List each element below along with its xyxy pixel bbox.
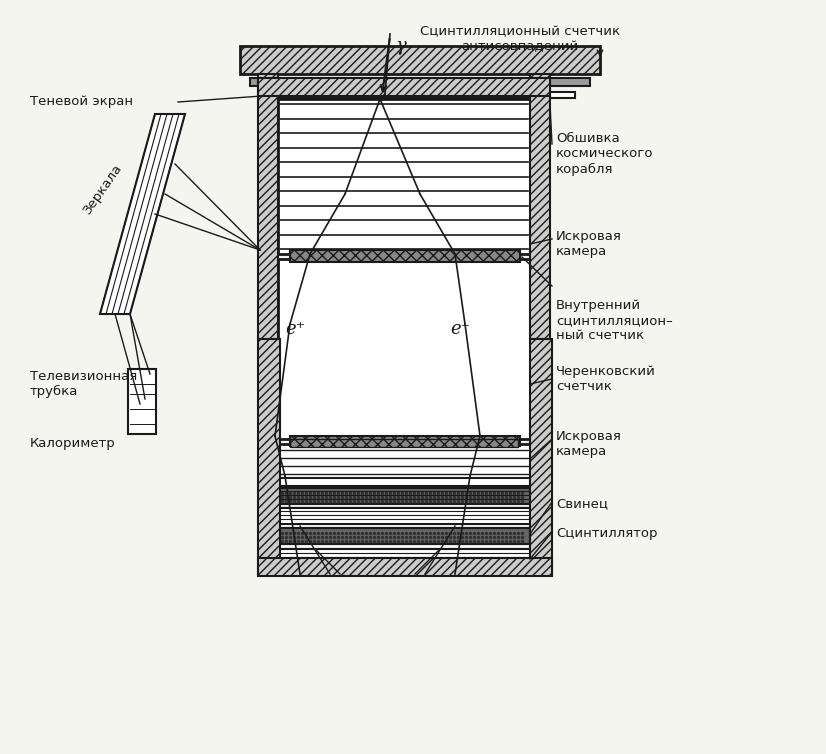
Text: Черенковский
счетчик: Черенковский счетчик bbox=[556, 365, 656, 393]
Bar bbox=[240, 46, 600, 74]
Bar bbox=[278, 444, 530, 479]
Bar bbox=[278, 508, 530, 524]
Bar bbox=[278, 488, 530, 504]
Text: Сцинтиллятор: Сцинтиллятор bbox=[556, 528, 657, 541]
Bar bbox=[260, 92, 575, 98]
Bar bbox=[250, 78, 590, 86]
Bar bbox=[278, 549, 530, 574]
Text: Искровая
камера: Искровая камера bbox=[556, 430, 622, 458]
Bar bbox=[258, 74, 278, 339]
Text: Свинец: Свинец bbox=[556, 498, 608, 510]
Bar bbox=[530, 339, 552, 574]
Text: Искровая
камера: Искровая камера bbox=[556, 230, 622, 258]
Text: Внутренний
сцинтилляцион–
ный счетчик: Внутренний сцинтилляцион– ный счетчик bbox=[556, 299, 672, 342]
Bar bbox=[278, 99, 530, 254]
Text: Калориметр: Калориметр bbox=[30, 437, 116, 450]
Bar bbox=[290, 250, 520, 262]
Bar bbox=[290, 439, 518, 447]
Text: e⁺: e⁺ bbox=[285, 320, 305, 338]
Bar bbox=[278, 259, 530, 439]
Text: Зеркала: Зеркала bbox=[80, 161, 124, 216]
Polygon shape bbox=[100, 114, 185, 314]
Bar bbox=[258, 558, 552, 576]
Bar bbox=[128, 369, 156, 434]
Text: e⁻: e⁻ bbox=[450, 320, 470, 338]
Bar bbox=[278, 528, 530, 544]
Bar bbox=[530, 74, 550, 339]
Bar bbox=[290, 436, 520, 446]
Bar bbox=[278, 478, 530, 486]
Text: Телевизионная
трубка: Телевизионная трубка bbox=[30, 370, 137, 398]
Text: Обшивка
космического
корабля: Обшивка космического корабля bbox=[556, 133, 653, 176]
Bar bbox=[258, 339, 280, 574]
Text: Теневой экран: Теневой экран bbox=[30, 96, 133, 109]
Text: γ: γ bbox=[395, 37, 406, 55]
Text: Сцинтилляционный счетчик
антисовпадений: Сцинтилляционный счетчик антисовпадений bbox=[420, 25, 620, 53]
Bar bbox=[258, 78, 550, 96]
